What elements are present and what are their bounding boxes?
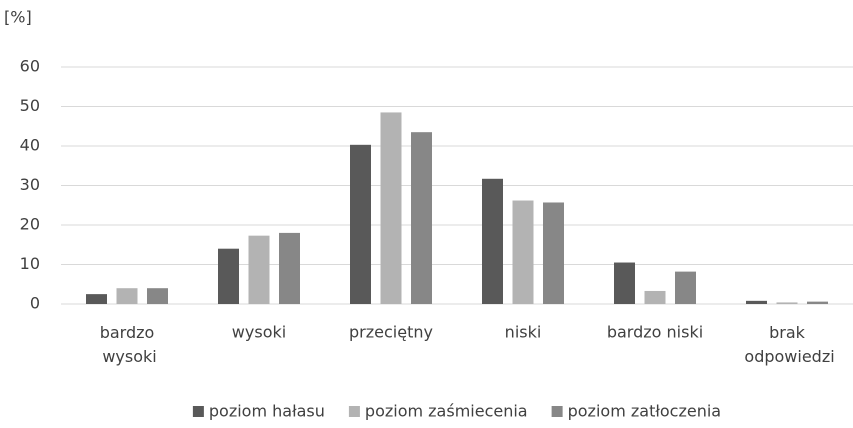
bar [147,288,168,304]
bar [279,232,300,304]
y-tick-label: 40 [20,136,40,155]
x-tick-label: bardzo wysoki [97,323,156,366]
legend-label: poziom zatłoczenia [568,402,722,421]
bar [644,290,666,304]
bar [543,202,564,304]
x-tick-label: brak odpowiedzi [739,323,834,366]
y-tick-label: 60 [20,57,40,76]
bar [614,262,635,304]
bar [411,132,432,304]
bar [218,248,239,304]
bar [776,302,798,304]
legend-swatch [348,406,360,417]
y-tick-label: 20 [20,215,40,234]
x-tick-label: bardzo niski [607,323,703,342]
bar [116,288,138,304]
y-tick-label: 30 [20,175,40,194]
legend-label: poziom zaśmiecenia [365,402,528,421]
y-tick-label: 10 [20,254,40,273]
bar [746,300,767,304]
y-tick-label: 50 [20,96,40,115]
bar [380,112,402,304]
bar [482,178,503,304]
x-tick-label: wysoki [232,323,286,342]
x-tick-label: niski [505,323,542,342]
bar [350,144,371,304]
bar [86,294,107,304]
bar [675,271,696,304]
legend-swatch [192,406,204,417]
x-tick-label: przeciętny [349,323,433,342]
legend-swatch [551,406,563,417]
bar [807,301,828,304]
bar [248,235,270,304]
y-axis-label: [%] [4,8,32,27]
y-tick-label: 0 [30,294,40,313]
legend-label: poziom hałasu [209,402,325,421]
bar [512,200,534,304]
